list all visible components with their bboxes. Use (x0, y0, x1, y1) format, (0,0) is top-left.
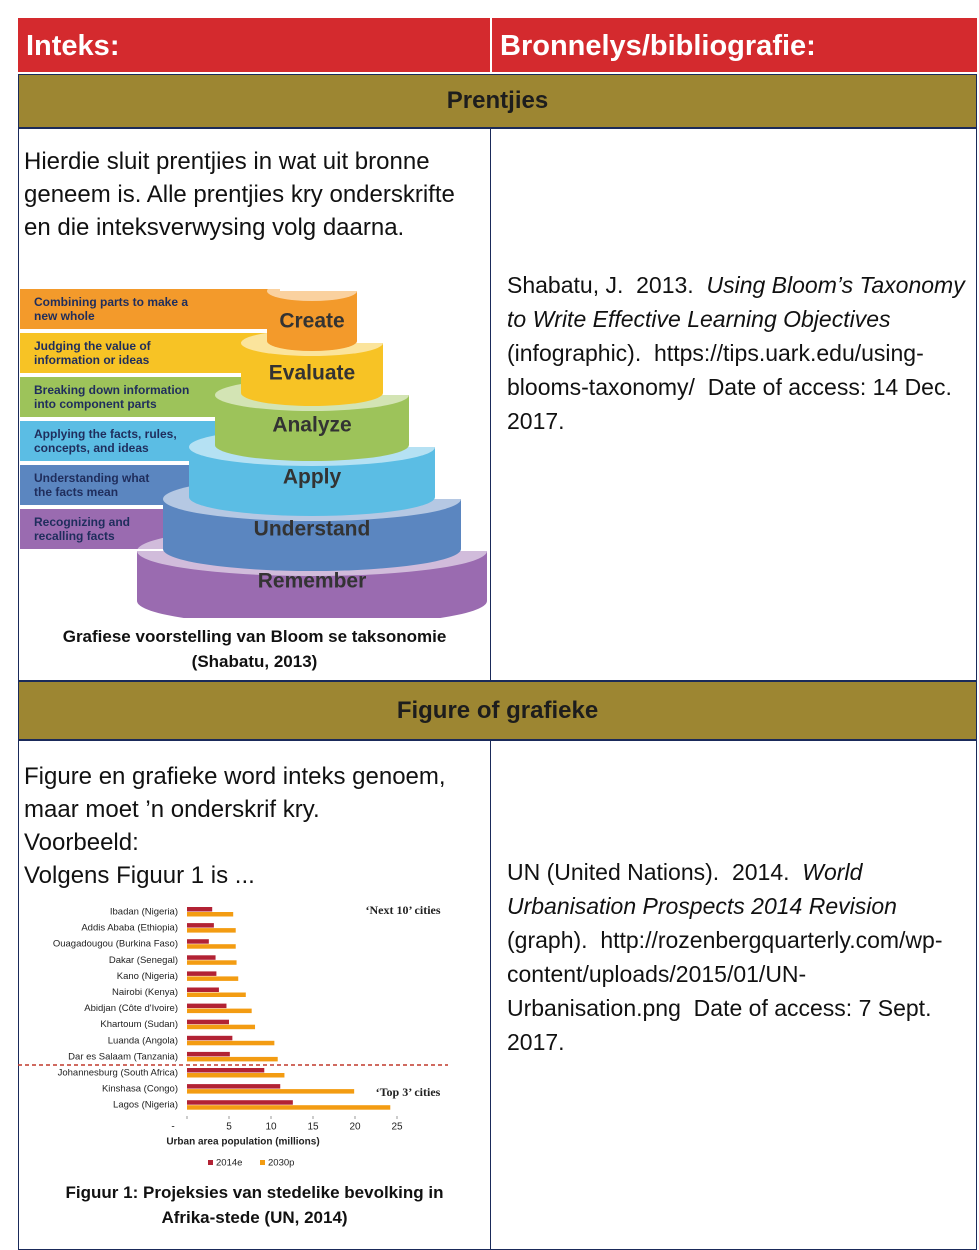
bar (187, 1025, 255, 1030)
paragraph: Figure en grafieke word inteks genoem, m… (24, 760, 484, 826)
x-tick-label: 25 (391, 1122, 403, 1133)
level-description: concepts, and ideas (34, 441, 149, 455)
category-label: Luanda (Angola) (108, 1035, 178, 1046)
level-description: Combining parts to make a (34, 295, 188, 309)
bar (187, 955, 216, 960)
x-tick-label: - (171, 1122, 174, 1133)
level-description: the facts mean (34, 485, 118, 499)
paragraph: Voorbeeld: (24, 826, 484, 859)
bar (187, 1020, 229, 1024)
tier-label: Evaluate (269, 362, 355, 385)
caption-line: Grafiese voorstelling van Bloom se takso… (18, 624, 491, 649)
legend-label: 2014e (216, 1158, 242, 1169)
header-right: Bronnelys/bibliografie: (490, 18, 977, 72)
legend-swatch (208, 1160, 213, 1165)
bar (187, 960, 237, 965)
bar (187, 1068, 264, 1073)
bar (187, 1089, 354, 1094)
section-title: Prentjies (18, 74, 977, 128)
bar (187, 971, 216, 976)
level-description: Recognizing and (34, 515, 130, 529)
bar (187, 976, 238, 981)
bar (187, 1041, 274, 1046)
bar (187, 912, 233, 917)
level-description: Judging the value of (34, 339, 152, 353)
body-text: Hierdie sluit prentjies in wat uit bronn… (24, 145, 484, 244)
bar (187, 1105, 390, 1110)
category-label: Johannesburg (South Africa) (58, 1068, 178, 1079)
citation: Shabatu, J. 2013. Using Bloom’s Taxonomy… (507, 268, 969, 438)
caption: Figuur 1: Projeksies van stedelike bevol… (18, 1180, 491, 1230)
bar (187, 1057, 278, 1062)
level-description: Understanding what (34, 471, 149, 485)
bar (187, 939, 209, 944)
level-description: Applying the facts, rules, (34, 427, 177, 441)
category-label: Khartoum (Sudan) (100, 1019, 178, 1030)
body-text: Figure en grafieke word inteks genoem, m… (24, 760, 484, 892)
page: Inteks: Bronnelys/bibliografie: Prentjie… (0, 0, 979, 1236)
x-tick-label: 5 (226, 1122, 232, 1133)
bar (187, 993, 246, 998)
caption: Grafiese voorstelling van Bloom se takso… (18, 624, 491, 674)
bar (187, 1100, 293, 1105)
tier-label: Remember (258, 570, 367, 593)
caption-line: (Shabatu, 2013) (18, 649, 491, 674)
category-label: Nairobi (Kenya) (112, 987, 178, 998)
tier-label: Analyze (272, 414, 351, 437)
bar (187, 1084, 280, 1089)
tier-label: Understand (254, 518, 371, 541)
category-label: Ibadan (Nigeria) (110, 907, 178, 918)
level-description: recalling facts (34, 529, 115, 543)
caption-line: Figuur 1: Projeksies van stedelike bevol… (18, 1180, 491, 1205)
category-label: Ouagadougou (Burkina Faso) (53, 939, 178, 950)
citation-text: Shabatu, J. 2013. (507, 272, 706, 298)
bar (187, 907, 212, 912)
x-axis-label: Urban area population (millions) (166, 1137, 319, 1148)
tier-label: Create (279, 310, 344, 333)
x-tick-label: 15 (307, 1122, 319, 1133)
category-label: Addis Ababa (Ethiopia) (81, 923, 178, 934)
annotation: ‘Top 3’ cities (376, 1085, 441, 1099)
bar (187, 1036, 232, 1041)
legend-swatch (260, 1160, 265, 1165)
tier-label: Apply (283, 466, 342, 489)
level-description: Breaking down information (34, 383, 189, 397)
bar-chart: Ibadan (Nigeria) Addis Ababa (Ethiopia) Ou… (18, 895, 488, 1180)
x-tick-label: 20 (349, 1122, 361, 1133)
bar (187, 1009, 252, 1014)
citation: UN (United Nations). 2014. World Urbanis… (507, 855, 969, 1059)
level-description: into component parts (34, 397, 157, 411)
citation-text: UN (United Nations). 2014. (507, 859, 802, 885)
section-title: Figure of grafieke (18, 681, 977, 740)
bar (187, 928, 236, 933)
category-label: Dar es Salaam (Tanzania) (68, 1051, 178, 1062)
bar (187, 1073, 284, 1078)
category-label: Kinshasa (Congo) (102, 1084, 178, 1095)
paragraph: Volgens Figuur 1 is ... (24, 859, 484, 892)
category-label: Kano (Nigeria) (117, 971, 178, 982)
bar (187, 923, 214, 928)
level-description: information or ideas (34, 353, 150, 367)
bar (187, 988, 219, 993)
bar (187, 1052, 230, 1057)
level-description: new whole (34, 309, 95, 323)
bar (187, 944, 236, 949)
annotation: ‘Next 10’ cities (365, 903, 440, 917)
paragraph: Hierdie sluit prentjies in wat uit bronn… (24, 145, 484, 244)
header-left: Inteks: (18, 18, 490, 72)
caption-line: Afrika-stede (UN, 2014) (18, 1205, 491, 1230)
category-label: Lagos (Nigeria) (113, 1100, 178, 1111)
category-label: Dakar (Senegal) (109, 955, 178, 966)
legend-label: 2030p (268, 1158, 294, 1169)
x-tick-label: 10 (265, 1122, 277, 1133)
bar (187, 1004, 226, 1009)
category-label: Abidjan (Côte d'Ivoire) (84, 1003, 178, 1014)
